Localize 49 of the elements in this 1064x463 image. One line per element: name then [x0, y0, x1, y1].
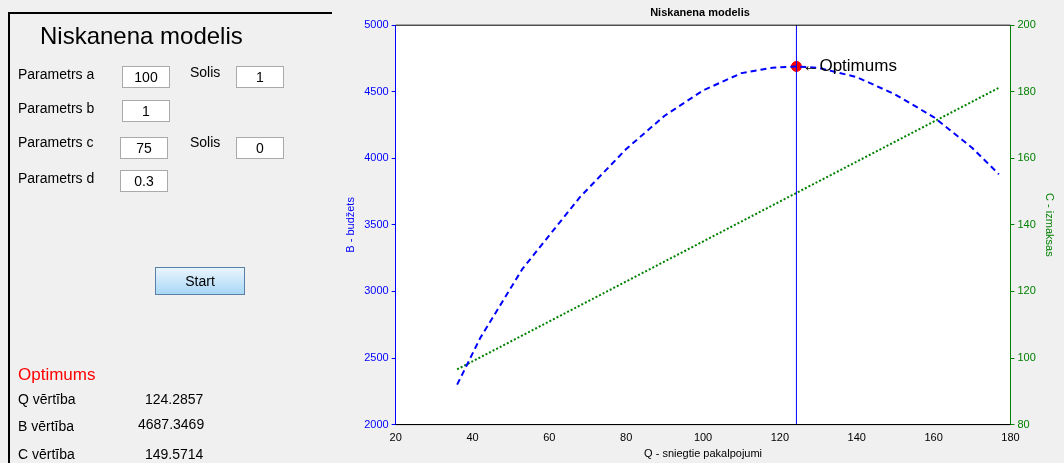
- y2-tick-label: 100: [1017, 351, 1036, 364]
- y2-tick-label: 140: [1017, 217, 1036, 230]
- input-field: 75: [120, 137, 168, 159]
- y2-axis-title: C - izmaksas: [1044, 193, 1057, 258]
- y-tick-label: 4500: [364, 84, 389, 97]
- y-tick-label: 3000: [364, 284, 389, 297]
- y2-tick-label: 180: [1017, 84, 1036, 97]
- y-tick-label: 5000: [364, 18, 389, 31]
- button: Start: [155, 267, 245, 295]
- x-tick-label: 140: [847, 431, 866, 444]
- text: Q vērtība: [18, 391, 76, 407]
- x-axis-title: Q - sniegtie pakalpojumi: [644, 447, 763, 460]
- y-axis-title: B - budžets: [343, 196, 356, 253]
- text: C vērtība: [18, 446, 75, 462]
- input-field: 1: [122, 100, 170, 122]
- y2-tick-label: 80: [1017, 417, 1030, 430]
- text: Niskanena modelis: [40, 22, 243, 50]
- y2-tick-label: 200: [1017, 18, 1036, 31]
- text: Optimums: [18, 365, 96, 385]
- text: 149.5714: [145, 446, 204, 462]
- x-tick-label: 120: [770, 431, 790, 444]
- text: Solis: [190, 64, 221, 80]
- text: Parametrs c: [18, 134, 94, 150]
- y-tick-label: 2000: [364, 417, 389, 430]
- x-tick-label: 80: [620, 431, 633, 444]
- y2-tick-label: 160: [1017, 151, 1036, 164]
- text: Solis: [190, 134, 221, 150]
- text: B vērtība: [18, 418, 75, 434]
- input-field: 0.3: [120, 170, 168, 192]
- annotation: ←Optimums: [802, 56, 897, 76]
- text: 124.2857: [145, 391, 204, 407]
- x-tick-label: 60: [543, 431, 556, 444]
- x-tick-label: 40: [466, 431, 479, 444]
- y2-tick-label: 120: [1017, 284, 1036, 297]
- input-field: 0: [236, 137, 284, 159]
- y-tick-label: 2500: [364, 351, 389, 364]
- input-field: 100: [122, 66, 170, 88]
- y-tick-label: 4000: [364, 151, 389, 164]
- text: 4687.3469: [138, 416, 205, 432]
- x-tick-label: 20: [389, 431, 402, 444]
- text: Parametrs b: [18, 100, 95, 116]
- y-tick-label: 3500: [364, 217, 389, 230]
- x-tick-label: 100: [693, 431, 713, 444]
- x-tick-label: 160: [924, 431, 943, 444]
- text: Parametrs a: [18, 66, 95, 82]
- x-tick-label: 180: [1001, 431, 1020, 444]
- chart-title: Niskanena modelis: [650, 5, 750, 18]
- input-field: 1: [236, 66, 284, 88]
- text: Parametrs d: [18, 170, 95, 186]
